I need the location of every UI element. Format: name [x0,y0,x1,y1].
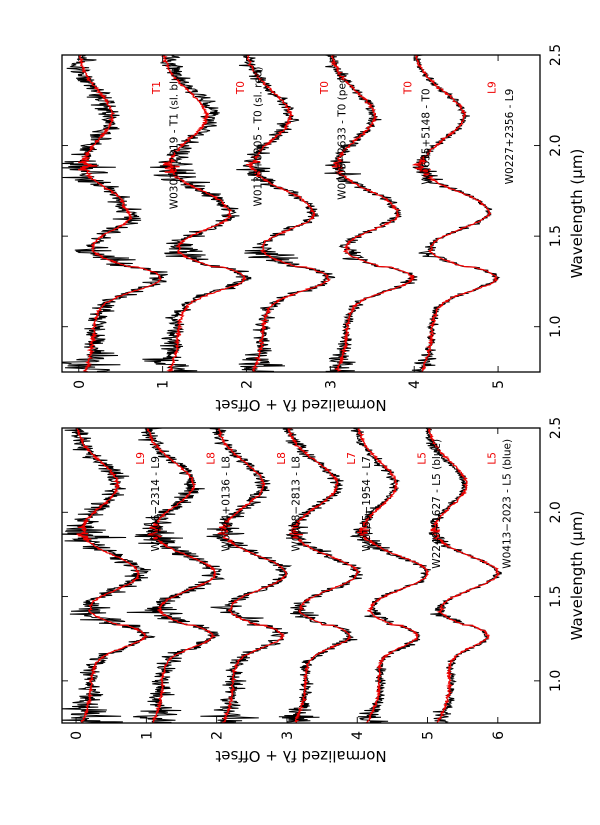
standard-line-right-1 [330,55,416,372]
series-label-left-0: W0413−2023 - L5 (blue) [501,439,513,569]
standard-label-left-3: L8 [276,452,288,465]
standard-label-left-1: L5 [416,452,428,465]
series-label-right-2: W0005−2633 - T0 (pec) [336,73,348,200]
standard-line-left-5 [75,428,149,723]
flux-tick-label-right-0: 0 [72,380,88,389]
flux-tick-label-left-2: 2 [210,731,226,740]
xlabel-right: Wavelength (μm) [568,149,586,279]
standard-label-left-2: L7 [346,452,358,465]
plot-area-right [62,55,501,372]
wave-tick-label-right-2: 2.0 [548,134,564,156]
ylabel-right: Normalized fλ + Offset [215,396,386,414]
standard-line-right-0 [411,55,499,372]
series-line-left-3 [200,428,293,723]
flux-tick-label-left-1: 1 [139,731,155,740]
plot-frame-left [61,427,541,724]
standard-label-left-0: L5 [487,452,499,465]
series-label-right-4: W0301−2319 - T1 (sl. blue) [169,64,181,209]
standard-line-left-4 [146,428,218,723]
standard-line-right-3 [160,55,248,372]
series-line-right-4 [62,55,168,372]
plot-area-left [62,428,502,723]
series-label-right-1: W0635+5148 - T0 [420,88,432,184]
standard-label-right-3: T0 [235,81,247,95]
plot-frame-right [61,54,541,373]
flux-tick-label-right-4: 4 [407,380,423,389]
flux-tick-label-right-3: 3 [323,380,339,389]
standard-label-left-5: L9 [135,452,147,465]
standard-label-right-0: L9 [487,81,499,94]
series-label-left-1: W2249−1627 - L5 (blue) [431,439,443,569]
flux-tick-label-right-5: 5 [491,380,507,389]
wave-tick-label-left-3: 2.5 [548,417,564,439]
series-label-left-4: W0344+0136 - L8 [220,456,232,552]
flux-tick-label-left-0: 0 [69,731,85,740]
wave-tick-label-right-3: 2.5 [548,44,564,66]
series-label-right-0: W0227+2356 - L9 [504,89,516,185]
series-label-right-3: W0135+0205 - T0 (sl. red) [253,67,265,207]
standard-label-left-4: L8 [206,452,218,465]
wave-tick-label-left-2: 2.0 [548,501,564,523]
standard-line-left-0 [426,428,501,723]
series-label-left-5: W0106−2314 - L9 [150,456,162,552]
standard-label-right-4: T1 [151,81,163,95]
standard-label-right-2: T0 [319,81,331,95]
flux-tick-label-left-3: 3 [280,731,296,740]
ylabel-left: Normalized fλ + Offset [215,747,386,765]
series-line-left-1 [349,428,431,723]
flux-tick-label-left-6: 6 [491,731,507,740]
flux-tick-label-right-2: 2 [239,380,255,389]
standard-line-right-4 [77,55,162,372]
standard-line-left-3 [217,428,288,723]
xlabel-left: Wavelength (μm) [568,511,586,641]
wave-tick-label-left-0: 1.0 [548,670,564,692]
flux-tick-label-right-1: 1 [156,380,172,389]
standard-label-right-1: T0 [403,81,415,95]
standard-line-right-2 [246,55,331,372]
series-label-left-2: W2155−1954 - L7 [361,456,373,552]
wave-tick-label-left-1: 1.5 [548,585,564,607]
series-label-left-3: W0008−2813 - L8 [291,456,303,552]
standard-line-left-2 [286,428,360,723]
series-line-right-3 [142,55,252,372]
wave-tick-label-right-0: 1.0 [548,316,564,338]
series-line-left-0 [425,428,502,723]
flux-tick-label-left-5: 5 [421,731,437,740]
series-line-right-2 [236,55,336,372]
wave-tick-label-right-1: 1.5 [548,225,564,247]
flux-tick-label-left-4: 4 [350,731,366,740]
series-line-left-5 [62,428,156,723]
standard-line-left-1 [356,428,430,723]
